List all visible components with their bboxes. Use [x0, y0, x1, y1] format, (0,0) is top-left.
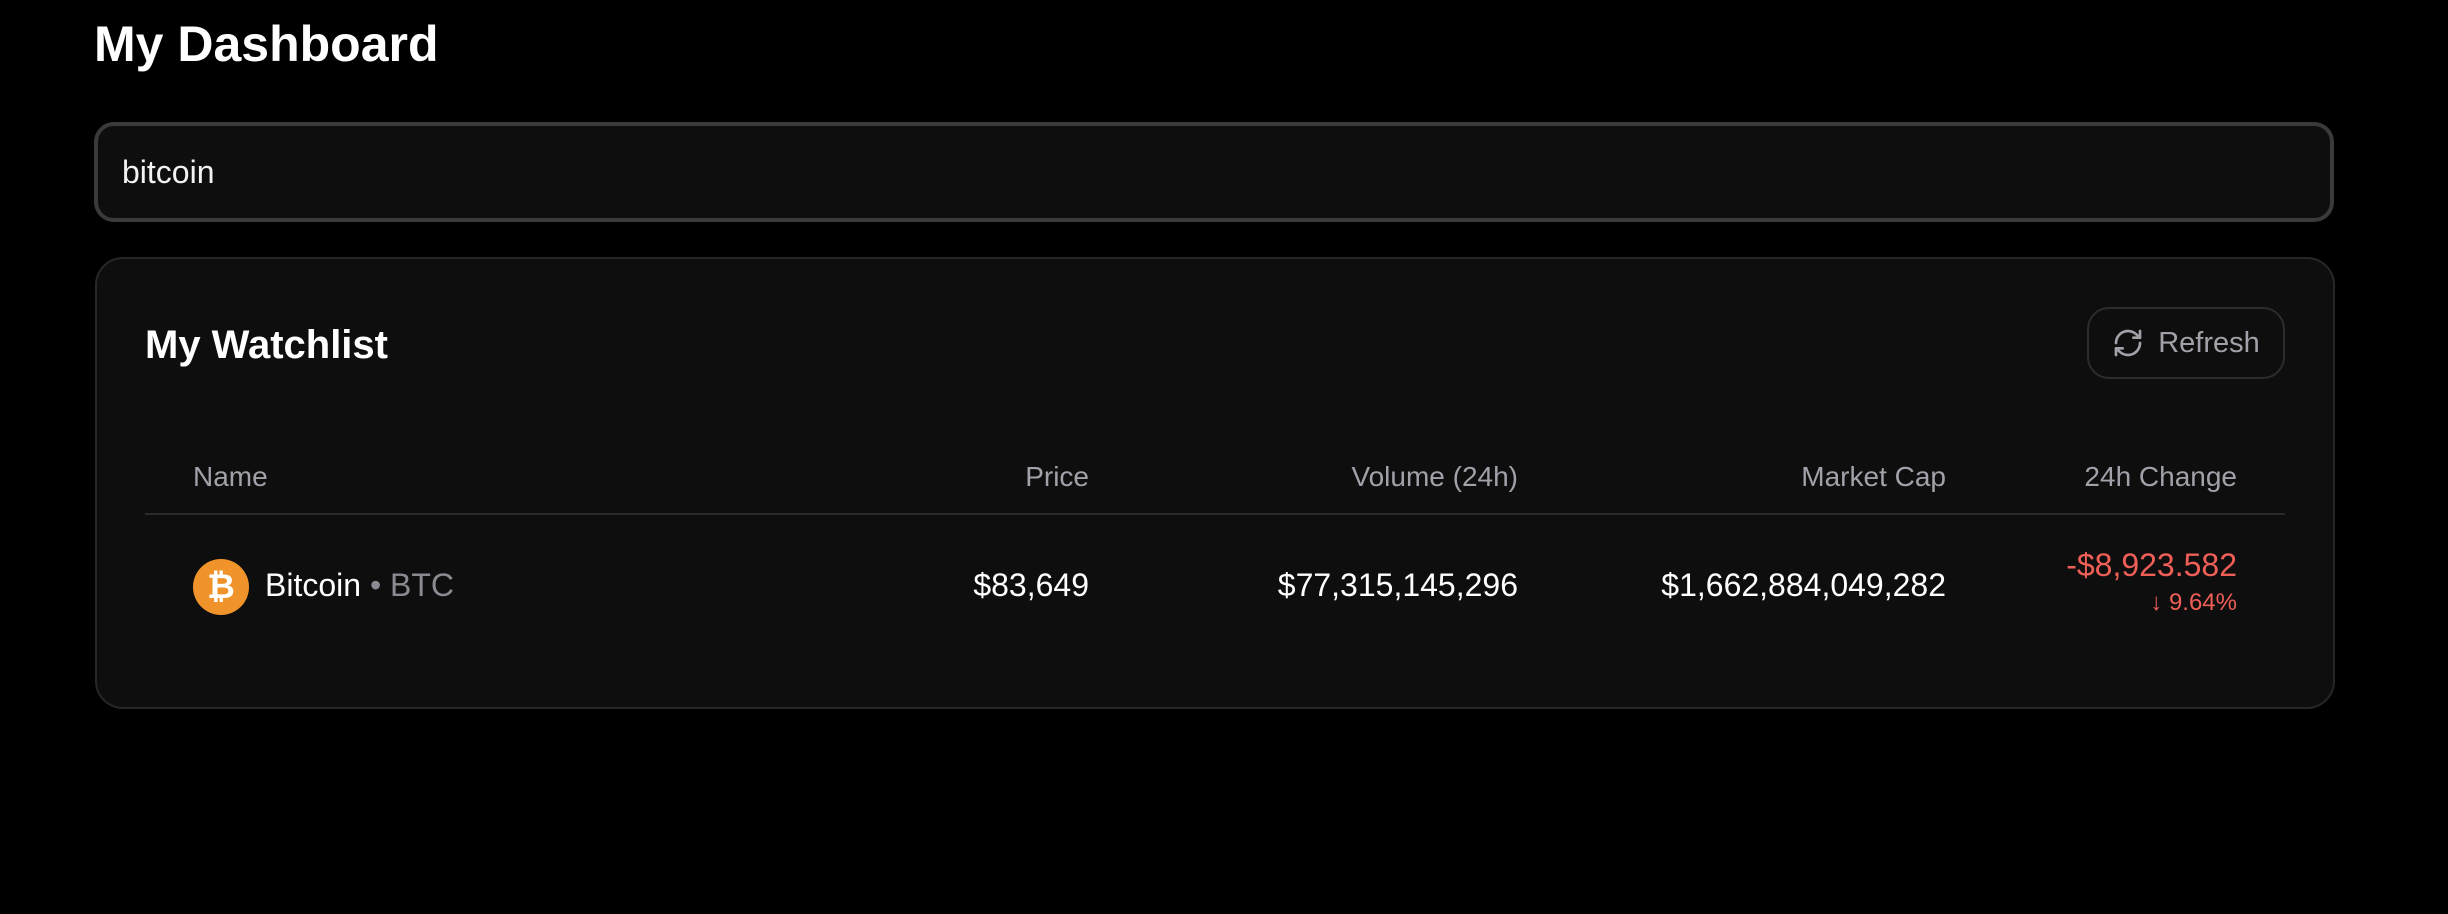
coin-change-cell: -$8,923.582 ↓ 9.64%	[2066, 545, 2237, 619]
coin-name: Bitcoin	[265, 567, 362, 603]
column-header-volume[interactable]: Volume (24h)	[1351, 461, 1518, 492]
search-input[interactable]	[98, 126, 2330, 218]
table-header: Name Price Volume (24h) Market Cap 24h C…	[145, 449, 2285, 515]
coin-name-cell: Bitcoin • BTC	[265, 565, 454, 605]
change-value: -$8,923.582	[2066, 547, 2237, 583]
svg-text:₿: ₿	[207, 568, 235, 606]
page-title: My Dashboard	[94, 16, 439, 72]
arrow-down-icon: ↓	[2150, 589, 2163, 616]
coin-symbol: BTC	[390, 567, 455, 603]
table-row[interactable]: ₿ Bitcoin • BTC $83,649 $77,315,145,296 …	[145, 515, 2285, 665]
refresh-label: Refresh	[2158, 326, 2260, 359]
column-header-name[interactable]: Name	[193, 461, 268, 492]
column-header-24h-change[interactable]: 24h Change	[2084, 461, 2237, 492]
coin-volume: $77,315,145,296	[1277, 567, 1518, 603]
refresh-icon	[2114, 329, 2142, 357]
coin-price: $83,649	[973, 567, 1089, 603]
bitcoin-glyph: ₿	[207, 568, 235, 606]
coin-separator: •	[369, 567, 382, 603]
coin-market-cap: $1,662,884,049,282	[1661, 567, 1946, 603]
change-percent-line: ↓ 9.64%	[2066, 587, 2237, 619]
column-header-market-cap[interactable]: Market Cap	[1801, 461, 1946, 492]
search-box[interactable]	[94, 122, 2334, 222]
watchlist-card: My Watchlist Refresh Name Price Volume (…	[95, 257, 2335, 709]
refresh-button[interactable]: Refresh	[2087, 307, 2285, 379]
column-header-price[interactable]: Price	[1025, 461, 1089, 492]
change-percent: 9.64%	[2168, 589, 2237, 616]
watchlist-title: My Watchlist	[145, 323, 388, 367]
bitcoin-icon: ₿	[193, 559, 249, 615]
